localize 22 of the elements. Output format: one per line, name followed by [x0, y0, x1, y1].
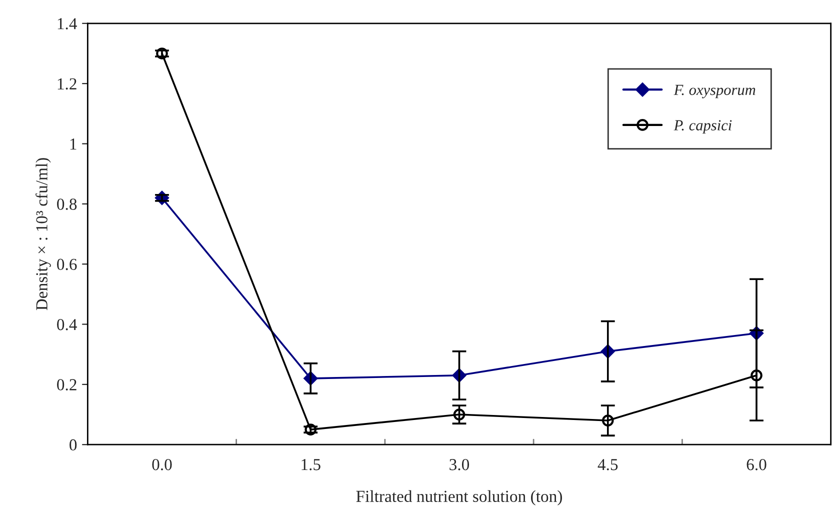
y-tick-label: 0.6	[57, 258, 77, 270]
x-tick-label: 0.0	[152, 458, 172, 470]
point	[453, 408, 466, 420]
point	[602, 414, 614, 426]
y-axis-title: Density × : 10³ cfu/ml)	[36, 158, 51, 310]
y-tick-label: 0.8	[57, 198, 77, 210]
y-tick-label: 1.2	[58, 78, 76, 90]
legend-label: F. oxysporum	[674, 84, 756, 98]
legend-label: P. capsici	[674, 120, 732, 134]
x-axis-title: Filtrated nutrient solution (ton)	[356, 490, 562, 506]
x-tick-label: 6.0	[746, 458, 766, 470]
x-tick-label: 1.5	[302, 459, 320, 470]
x-tick-label: 4.5	[598, 459, 618, 470]
y-tick-label: 0.4	[57, 318, 77, 330]
point	[156, 48, 168, 60]
y-tick-label: 0	[70, 439, 77, 451]
y-tick-label: 1.4	[58, 18, 77, 30]
point	[750, 369, 762, 382]
point	[304, 424, 317, 436]
y-tick-label: 1	[70, 138, 76, 150]
x-tick-label: 3.0	[450, 458, 470, 470]
y-tick-label: 0.2	[57, 379, 76, 390]
